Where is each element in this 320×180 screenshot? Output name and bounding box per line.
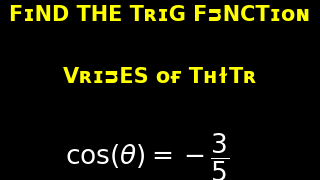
Text: VʀɪᴝES ᴏғ TʜɫTʀ: VʀɪᴝES ᴏғ TʜɫTʀ	[63, 67, 257, 87]
Text: $\cos(\theta) = -\dfrac{3}{5}$: $\cos(\theta) = -\dfrac{3}{5}$	[65, 131, 229, 180]
Text: FɪND THE TʀɪG FᴝNCTɪᴏɴ: FɪND THE TʀɪG FᴝNCTɪᴏɴ	[9, 5, 311, 25]
